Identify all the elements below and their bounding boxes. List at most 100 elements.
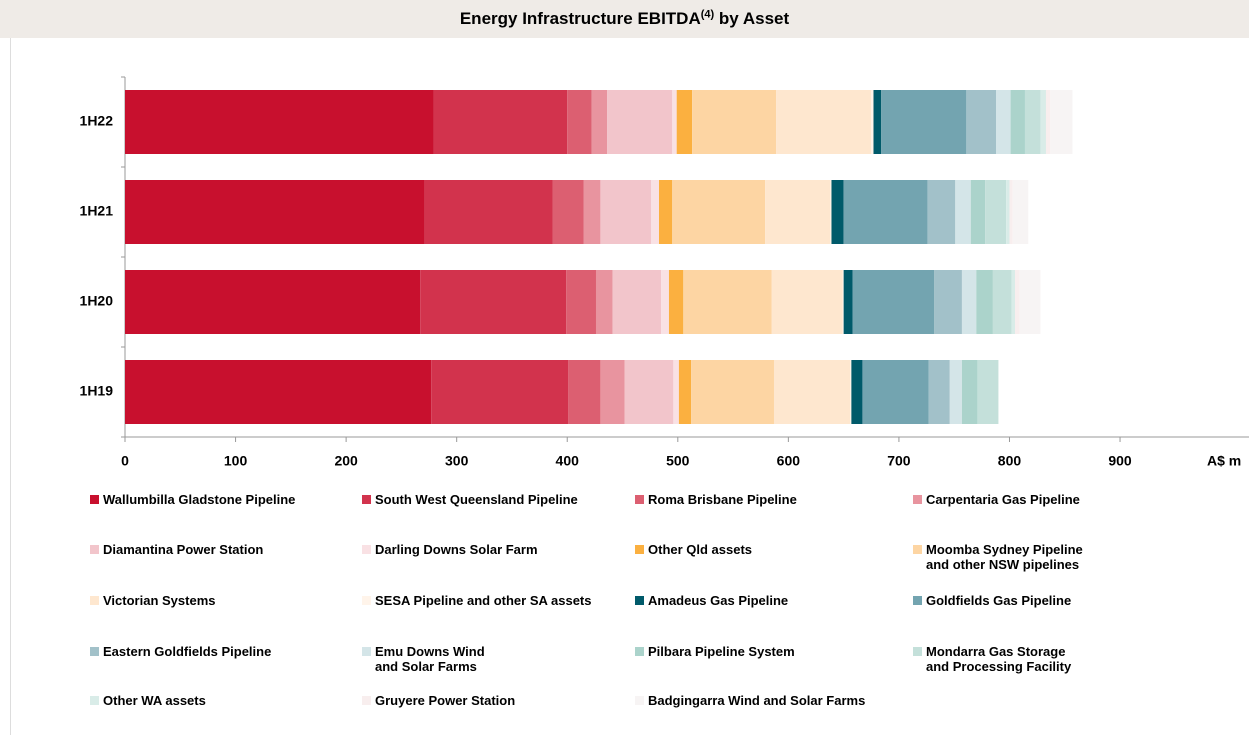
legend-swatch xyxy=(90,596,99,605)
bar-segment xyxy=(831,180,844,244)
legend-label: Badgingarra Wind and Solar Farms xyxy=(648,693,866,708)
bar-segment xyxy=(873,90,882,154)
bar-segment xyxy=(970,180,986,244)
bar-segment xyxy=(985,180,1007,244)
bar-segment xyxy=(1050,90,1073,154)
legend-swatch xyxy=(913,596,922,605)
bar-segment xyxy=(765,180,831,244)
bar-segment xyxy=(961,270,977,334)
legend-label: Amadeus Gas Pipeline xyxy=(648,593,789,608)
title-rest: by Asset xyxy=(714,9,790,28)
legend-item: SESA Pipeline and other SA assets xyxy=(362,593,592,608)
y-tick-label: 1H19 xyxy=(80,383,114,399)
legend-item: Badgingarra Wind and Solar Farms xyxy=(635,693,865,708)
legend-item: Darling Downs Solar Farm xyxy=(362,542,538,557)
legend-swatch xyxy=(362,647,371,656)
legend-item: Goldfields Gas Pipeline xyxy=(913,593,1071,608)
legend-item: Mondarra Gas Storage and Processing Faci… xyxy=(913,644,1071,674)
legend-label: Roma Brisbane Pipeline xyxy=(648,492,797,507)
x-tick-label: 800 xyxy=(998,453,1022,469)
legend-swatch xyxy=(362,545,371,554)
bar-segment xyxy=(843,180,928,244)
bar-segment xyxy=(673,360,679,424)
legend-label: Goldfields Gas Pipeline xyxy=(926,593,1072,608)
legend-label: Moomba Sydney Pipeline and other NSW pip… xyxy=(926,542,1083,572)
legend-label: Pilbara Pipeline System xyxy=(648,644,795,659)
legend-label: Eastern Goldfields Pipeline xyxy=(103,644,272,659)
x-tick-label: 500 xyxy=(666,453,690,469)
bar-segment xyxy=(996,90,1011,154)
bar-segment xyxy=(850,360,852,424)
legend-label: Victorian Systems xyxy=(103,593,216,608)
legend-item: Victorian Systems xyxy=(90,593,215,608)
legend-item: Eastern Goldfields Pipeline xyxy=(90,644,271,659)
legend-label: Wallumbilla Gladstone Pipeline xyxy=(103,492,296,507)
legend-item: Emu Downs Wind and Solar Farms xyxy=(362,644,485,674)
bar-segment xyxy=(1019,270,1041,334)
bar-segment xyxy=(672,180,766,244)
bar-segment xyxy=(1012,180,1029,244)
bar-segment xyxy=(927,180,956,244)
legend-swatch xyxy=(90,495,99,504)
legend-swatch xyxy=(635,596,644,605)
legend-item: South West Queensland Pipeline xyxy=(362,492,578,507)
bar-segment xyxy=(668,270,684,334)
bar-segment xyxy=(881,90,967,154)
x-tick-label: 600 xyxy=(777,453,801,469)
legend-label: Other Qld assets xyxy=(648,542,753,557)
legend-label: SESA Pipeline and other SA assets xyxy=(375,593,592,608)
title-text: Energy Infrastructure EBITDA xyxy=(459,9,701,28)
bar-segment xyxy=(852,270,935,334)
legend-label: Gruyere Power Station xyxy=(375,693,516,708)
legend-label: Darling Downs Solar Farm xyxy=(375,542,538,557)
legend-swatch xyxy=(90,696,99,705)
legend-swatch xyxy=(635,696,644,705)
legend-swatch xyxy=(635,647,644,656)
bar-segment xyxy=(949,360,962,424)
bar-segment xyxy=(691,360,774,424)
bar-segment xyxy=(966,90,997,154)
bar-segment xyxy=(600,180,652,244)
x-axis-label: A$ m xyxy=(1207,453,1241,469)
bar-segment xyxy=(1015,270,1020,334)
bar-segment xyxy=(851,360,863,424)
bar-segment xyxy=(1024,90,1041,154)
bar-segment xyxy=(676,90,693,154)
bar-segment xyxy=(961,360,978,424)
bar-segment xyxy=(125,360,432,424)
x-tick-label: 200 xyxy=(334,453,358,469)
bar-segment xyxy=(692,90,777,154)
legend-item: Diamantina Power Station xyxy=(90,542,263,557)
bar-segment xyxy=(773,360,851,424)
frame xyxy=(10,38,11,735)
chart-title: Energy Infrastructure EBITDA(4) by Asset xyxy=(0,0,1249,38)
bar-segment xyxy=(1009,180,1013,244)
bar-segment xyxy=(125,180,425,244)
y-tick-label: 1H21 xyxy=(80,203,114,219)
bar-segment xyxy=(568,360,601,424)
legend-swatch xyxy=(362,696,371,705)
legend-item: Amadeus Gas Pipeline xyxy=(635,593,788,608)
bar-segment xyxy=(1045,90,1051,154)
bar-segment xyxy=(624,360,674,424)
x-tick-label: 900 xyxy=(1108,453,1132,469)
x-tick-label: 300 xyxy=(445,453,469,469)
bar-segment xyxy=(678,360,692,424)
bar-segment xyxy=(431,360,569,424)
bar-segment xyxy=(977,360,999,424)
legend-swatch xyxy=(362,495,371,504)
bar-segment xyxy=(976,270,993,334)
legend-swatch xyxy=(913,495,922,504)
legend-swatch xyxy=(635,545,644,554)
legend-item: Other WA assets xyxy=(90,693,206,708)
y-tick-label: 1H22 xyxy=(80,113,114,129)
legend-item: Moomba Sydney Pipeline and other NSW pip… xyxy=(913,542,1083,572)
legend-swatch xyxy=(635,495,644,504)
legend-item: Wallumbilla Gladstone Pipeline xyxy=(90,492,295,507)
bar-segment xyxy=(830,180,832,244)
legend-label: South West Queensland Pipeline xyxy=(375,492,578,507)
bar-segment xyxy=(934,270,962,334)
bar-segment xyxy=(771,270,843,334)
